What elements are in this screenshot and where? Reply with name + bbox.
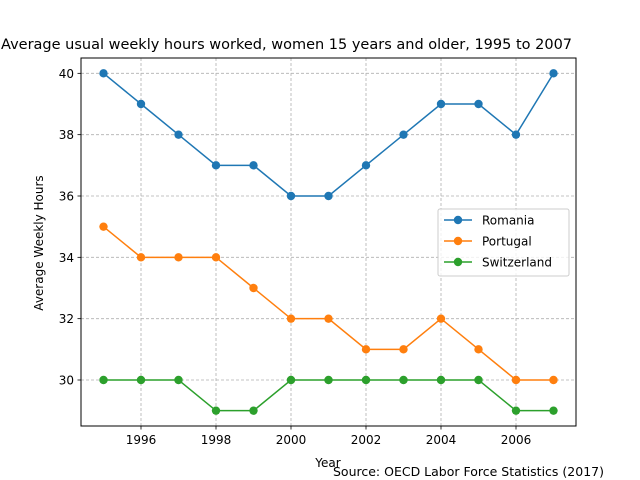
x-tick-label: 2002 [351,433,382,447]
data-point-portugal [436,314,446,323]
x-tick-label: 2000 [276,433,307,447]
data-point-romania [211,161,221,170]
data-point-romania [474,99,483,109]
data-point-switzerland [511,406,521,415]
data-point-switzerland [211,406,221,415]
y-tick-label: 38 [59,128,74,142]
source-note: Source: OECD Labor Force Statistics (201… [333,464,604,479]
axis-ticks: 1996 1998 2000 2002 2004 2006 30 32 34 36 38 40 [59,67,532,447]
legend-label-portugal: Portugal [482,235,532,249]
data-point-switzerland [99,375,108,385]
data-point-portugal [136,253,146,262]
y-tick-label: 32 [59,312,74,326]
data-point-switzerland [174,375,183,385]
y-axis-label: Average Weekly Hours [32,175,46,310]
data-point-portugal [249,283,258,293]
data-point-switzerland [399,375,408,385]
data-point-switzerland [324,375,333,385]
data-point-romania [324,191,333,201]
data-point-romania [399,130,408,139]
data-point-portugal [474,345,483,354]
data-point-portugal [99,222,108,231]
data-point-romania [361,161,371,170]
plot-frame [80,57,577,427]
x-tick-label: 1998 [201,433,232,447]
data-point-switzerland [436,375,446,385]
x-tick-label: 2006 [501,433,532,447]
legend-label-switzerland: Switzerland [482,256,552,270]
data-point-romania [549,69,558,78]
y-tick-label: 36 [59,190,74,204]
data-point-portugal [324,314,333,323]
data-point-portugal [549,375,558,385]
data-point-romania [136,99,146,109]
data-point-switzerland [249,406,258,415]
x-tick-label: 2004 [426,433,457,447]
series-points [99,69,558,415]
legend-marker-romania [453,215,463,225]
y-tick-label: 40 [59,67,74,81]
data-point-switzerland [361,375,371,385]
data-point-portugal [286,314,296,323]
data-point-switzerland [136,375,146,385]
data-point-switzerland [549,406,558,415]
legend-marker-portugal [453,236,463,246]
x-tick-label: 1996 [126,433,157,447]
data-point-portugal [211,253,221,262]
data-point-romania [99,69,108,78]
x-axis-label: Year [314,456,340,470]
data-point-romania [174,130,183,139]
data-point-romania [436,99,446,109]
data-point-switzerland [286,375,296,385]
data-point-portugal [361,345,371,354]
chart-title: Average usual weekly hours worked, women… [1,37,572,53]
legend-label-romania: Romania [482,214,534,228]
data-point-switzerland [474,375,483,385]
data-point-portugal [511,375,521,385]
data-point-portugal [399,345,408,354]
legend-marker-switzerland [453,257,463,267]
y-tick-label: 30 [59,374,74,388]
data-point-portugal [174,253,183,262]
data-point-romania [511,130,521,139]
legend: Romania Portugal Switzerland [437,208,570,277]
y-tick-label: 34 [59,251,74,265]
data-point-romania [249,161,258,170]
data-point-romania [286,191,296,201]
legend-box [437,208,570,277]
